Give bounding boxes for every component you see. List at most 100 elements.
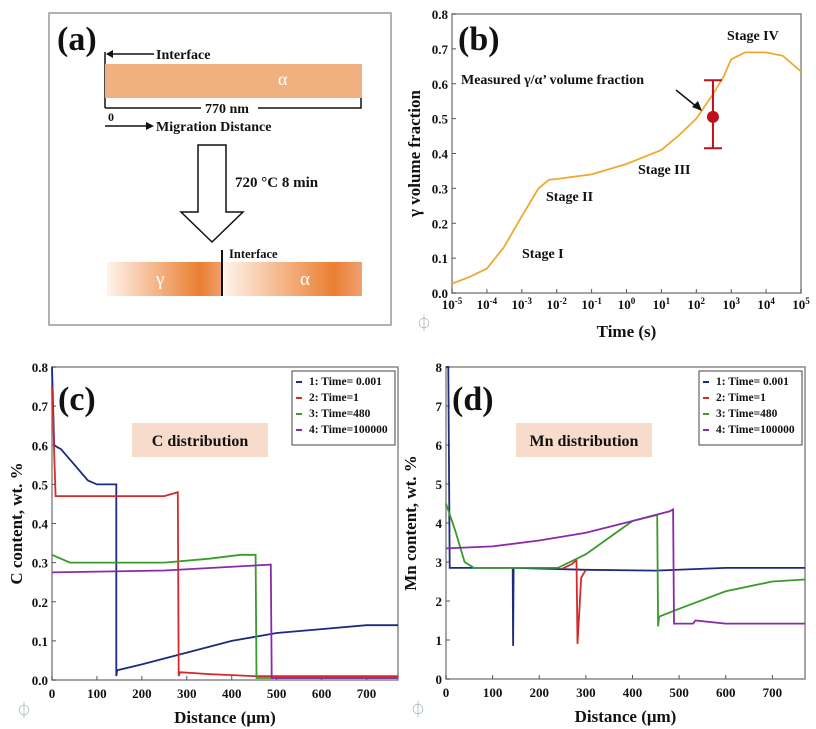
x-tick-label: 400 <box>623 685 643 700</box>
series-line-2 <box>562 558 587 644</box>
y-tick-label: 0.5 <box>432 112 449 127</box>
y-tick-label: 4 <box>436 516 443 531</box>
stage-ii-label: Stage II <box>546 190 593 205</box>
y-tick-label: 0.3 <box>432 181 449 196</box>
y-tick-label: 5 <box>436 477 443 492</box>
y-tick-label: 0.7 <box>432 42 449 57</box>
y-axis-label: C content, wt. % <box>7 462 26 584</box>
process-label: 720 °C 8 min <box>235 175 319 191</box>
stage-iii-label: Stage III <box>638 163 691 178</box>
series-line-1 <box>451 51 802 285</box>
x-tick-label: 200 <box>132 686 152 701</box>
y-tick-label: 0.3 <box>32 556 49 571</box>
chart-d: 0 1 2 3 4 5 6 7 8 0 100 200 300 400 500 600 700 Distance … <box>401 360 806 726</box>
x-tick-label: 200 <box>529 685 549 700</box>
y-tick-label: 0.2 <box>432 216 448 231</box>
arrow-head-icon <box>146 122 154 130</box>
x-tick-label: 500 <box>669 685 689 700</box>
arrow-head-icon <box>106 50 113 58</box>
x-tick-label: 100 <box>87 686 107 701</box>
y-tick-label: 0.4 <box>32 517 49 532</box>
legend-entry: 1: Time= 0.001 <box>309 376 382 388</box>
y-axis-label: Mn content, wt. % <box>401 455 420 591</box>
x-tick-label: 700 <box>763 685 783 700</box>
legend-entry: 2: Time=1 <box>309 392 359 404</box>
zero-label: 0 <box>108 110 114 124</box>
plot-frame <box>451 13 802 294</box>
y-tick-label: 0.0 <box>432 286 448 301</box>
stage-i-label: Stage I <box>522 247 564 262</box>
y-tick-label: 8 <box>436 360 443 375</box>
series-line-1 <box>51 366 398 677</box>
x-tick-label: 600 <box>312 686 332 701</box>
y-tick-label: 0.2 <box>32 595 48 610</box>
legend-entry: 4: Time=100000 <box>309 424 388 436</box>
migration-label: Migration Distance <box>156 120 271 135</box>
series-line-3 <box>51 553 398 679</box>
y-tick-label: 0.7 <box>32 399 49 414</box>
x-tick-label: 300 <box>576 685 596 700</box>
dimension-line-right <box>258 98 362 109</box>
series-line-4 <box>445 507 805 625</box>
series-line-4 <box>51 563 398 679</box>
legend <box>291 370 396 446</box>
y-tick-label: 0.6 <box>32 438 49 453</box>
alpha-top-label: α <box>278 69 288 89</box>
chart-b-annotations: (b) Measured γ/α’ volume fraction Stage … <box>458 21 779 262</box>
alpha-bottom-bar <box>224 262 362 296</box>
stage-iv-label: Stage IV <box>727 29 779 44</box>
x-tick-label: 105 <box>792 296 810 312</box>
arrow-head-icon <box>692 101 702 111</box>
chart-b: 0.0 0.1 0.2 0.3 0.4 0.5 0.6 0.7 0.8 10-5 10-4 10-3 1… <box>405 7 810 341</box>
gamma-bar <box>107 262 223 296</box>
x-tick-label: 10-1 <box>581 296 602 312</box>
legend-entry: 3: Time=480 <box>309 408 371 420</box>
logo-icon: ⏀ <box>16 701 32 720</box>
y-tick-label: 0.0 <box>32 673 48 688</box>
legend-entry: 1: Time= 0.001 <box>716 376 789 388</box>
y-tick-label: 0.5 <box>32 477 49 492</box>
title-box <box>516 423 652 457</box>
length-label: 770 nm <box>205 102 249 117</box>
panel-a-schematic: (a) Interface α 770 nm 0 Migration Dista… <box>48 12 392 326</box>
x-tick-label: 103 <box>722 296 740 312</box>
chart-title: Mn distribution <box>530 433 639 450</box>
interface-bottom-label: Interface <box>229 247 278 261</box>
alpha-bottom-label: α <box>300 269 310 290</box>
y-tick-label: 0.1 <box>32 634 48 649</box>
x-axis-label: Distance (μm) <box>174 708 276 727</box>
legend-entry: 2: Time=1 <box>716 392 766 404</box>
legend-entry: 3: Time=480 <box>716 408 778 420</box>
logo-icon: ⏀ <box>416 314 432 333</box>
x-tick-label: 400 <box>222 686 242 701</box>
x-tick-label: 10-4 <box>477 296 498 312</box>
x-tick-label: 10-3 <box>512 296 533 312</box>
x-tick-label: 300 <box>177 686 197 701</box>
x-tick-label: 10-5 <box>442 296 463 312</box>
y-tick-label: 2 <box>436 594 443 609</box>
y-tick-label: 1 <box>436 633 443 648</box>
y-tick-label: 7 <box>436 399 443 414</box>
logo-icon: ⏀ <box>410 700 426 719</box>
x-tick-label: 101 <box>653 296 671 312</box>
x-tick-label: 10-2 <box>546 296 567 312</box>
y-axis-label: γ volume fraction <box>405 89 424 217</box>
y-tick-label: 3 <box>436 555 443 570</box>
panel-label: (c) <box>58 381 96 418</box>
x-tick-label: 102 <box>688 296 706 312</box>
y-tick-label: 6 <box>436 438 443 453</box>
y-tick-label: 0 <box>436 672 443 687</box>
x-tick-label: 0 <box>49 686 56 701</box>
x-tick-label: 104 <box>757 296 775 312</box>
y-tick-label: 0.8 <box>32 360 49 375</box>
alpha-bar <box>105 64 362 98</box>
x-tick-label: 500 <box>267 686 287 701</box>
measured-annotation: Measured γ/α’ volume fraction <box>461 73 644 88</box>
interface-top-label: Interface <box>156 48 210 63</box>
y-tick-label: 0.6 <box>432 77 449 92</box>
y-tick-label: 0.8 <box>432 7 449 22</box>
chart-title: C distribution <box>152 433 249 450</box>
x-tick-label: 600 <box>716 685 736 700</box>
x-tick-label: 700 <box>357 686 377 701</box>
x-tick-label: 100 <box>618 296 636 312</box>
